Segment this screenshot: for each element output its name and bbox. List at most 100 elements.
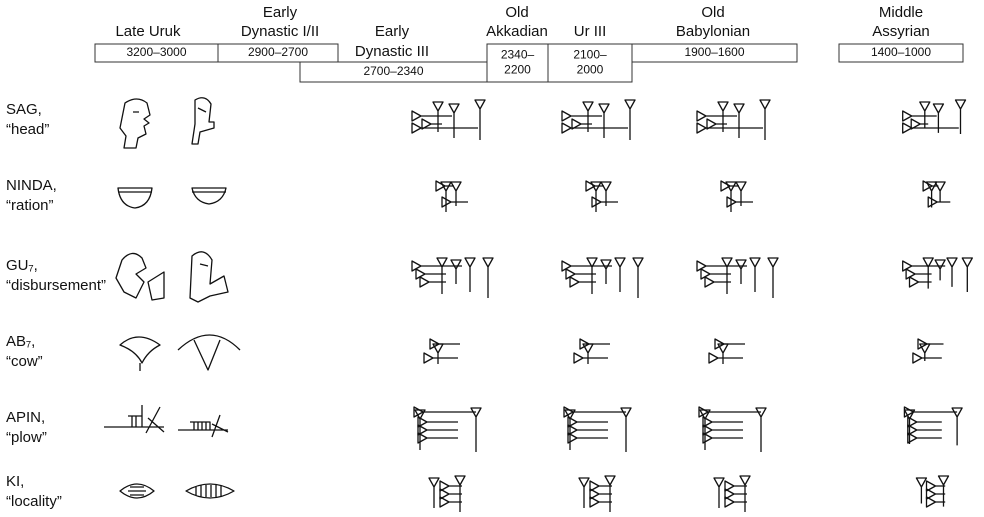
wedge [713, 477, 725, 508]
wedge [573, 352, 608, 364]
wedge [578, 477, 590, 508]
wedge [704, 276, 731, 288]
row-gloss: “head” [6, 121, 49, 138]
wedge [614, 257, 626, 292]
wedge [755, 407, 767, 452]
wedge [589, 496, 612, 508]
wedge [417, 416, 458, 428]
wedge [922, 257, 934, 289]
row-gloss: “plow” [6, 429, 47, 446]
row-label: APIN, [6, 409, 45, 426]
wedge [482, 257, 494, 298]
wedge [439, 488, 462, 500]
period-dates: 2000 [577, 63, 604, 77]
period-box [631, 43, 798, 63]
row-gloss: “ration” [6, 197, 54, 214]
row-gloss: “cow” [6, 353, 43, 370]
wedge [951, 407, 963, 446]
row-label: AB₇, [6, 333, 35, 350]
period-box [217, 43, 339, 63]
row-gloss: “locality” [6, 493, 62, 510]
wedge [907, 432, 942, 444]
wedge [417, 424, 458, 436]
period-name: Early [263, 4, 298, 21]
wedge [915, 477, 928, 504]
wedge [925, 496, 946, 508]
wedge [411, 122, 478, 134]
wedge [735, 259, 747, 284]
wedge [448, 103, 460, 138]
row-label: KI, [6, 473, 24, 490]
wedge [735, 181, 747, 206]
wedge [717, 343, 729, 364]
wedge [903, 409, 916, 444]
wedge [441, 196, 468, 208]
wedge [912, 352, 942, 364]
row-label: NINDA, [6, 177, 57, 194]
period-dates: 1400–1000 [871, 45, 931, 59]
wedge [696, 122, 763, 134]
wedge [749, 257, 761, 292]
wedge [419, 276, 446, 288]
wedge [961, 257, 973, 292]
wedge [421, 118, 442, 130]
period-dates: 2900–2700 [248, 45, 308, 59]
wedge [450, 181, 462, 206]
wedge [927, 196, 951, 208]
period-name: Early [375, 23, 410, 40]
wedge [702, 424, 743, 436]
wedge [589, 488, 612, 500]
wedge [908, 276, 932, 288]
wedge [624, 99, 636, 140]
wedge [767, 257, 779, 298]
wedge [724, 488, 747, 500]
row-label: GU₇, [6, 257, 38, 274]
row-gloss: “disbursement” [6, 277, 106, 294]
wedge [474, 99, 486, 140]
period-name: Old [505, 4, 528, 21]
wedge [699, 409, 711, 450]
wedge [600, 181, 612, 206]
wedge [417, 432, 458, 444]
wedge [567, 432, 608, 444]
wedge [726, 196, 753, 208]
wedge [598, 103, 610, 138]
period-dates: 3200–3000 [126, 45, 186, 59]
wedge [567, 424, 608, 436]
wedge [724, 496, 747, 508]
wedge [937, 475, 950, 507]
wedge [708, 352, 743, 364]
period-box [547, 43, 633, 83]
wedge [706, 118, 727, 130]
wedge [428, 477, 440, 508]
wedge [454, 475, 466, 512]
wedge [591, 196, 618, 208]
wedge [925, 488, 946, 500]
wedge [470, 407, 482, 452]
period-dates: 1900–1600 [684, 45, 744, 59]
pictographs [104, 97, 241, 499]
wedge [569, 276, 596, 288]
wedge [902, 110, 937, 122]
wedge [414, 409, 426, 450]
wedge [423, 352, 458, 364]
wedge [464, 257, 476, 292]
wedge [450, 259, 462, 284]
period-name: Akkadian [486, 23, 548, 40]
wedge [590, 181, 602, 212]
wedge [436, 257, 448, 294]
wedge [564, 409, 576, 450]
wedge [439, 496, 462, 508]
wedge [733, 103, 745, 138]
wedge [567, 416, 608, 428]
period-dates: 2100– [573, 48, 607, 62]
wedge [620, 407, 632, 452]
wedge [946, 257, 958, 287]
wedge [571, 118, 592, 130]
row-label: SAG, [6, 101, 42, 118]
wedge [739, 475, 751, 512]
wedge [721, 257, 733, 294]
wedge [907, 424, 942, 436]
wedge [903, 406, 958, 418]
wedge [440, 181, 452, 212]
